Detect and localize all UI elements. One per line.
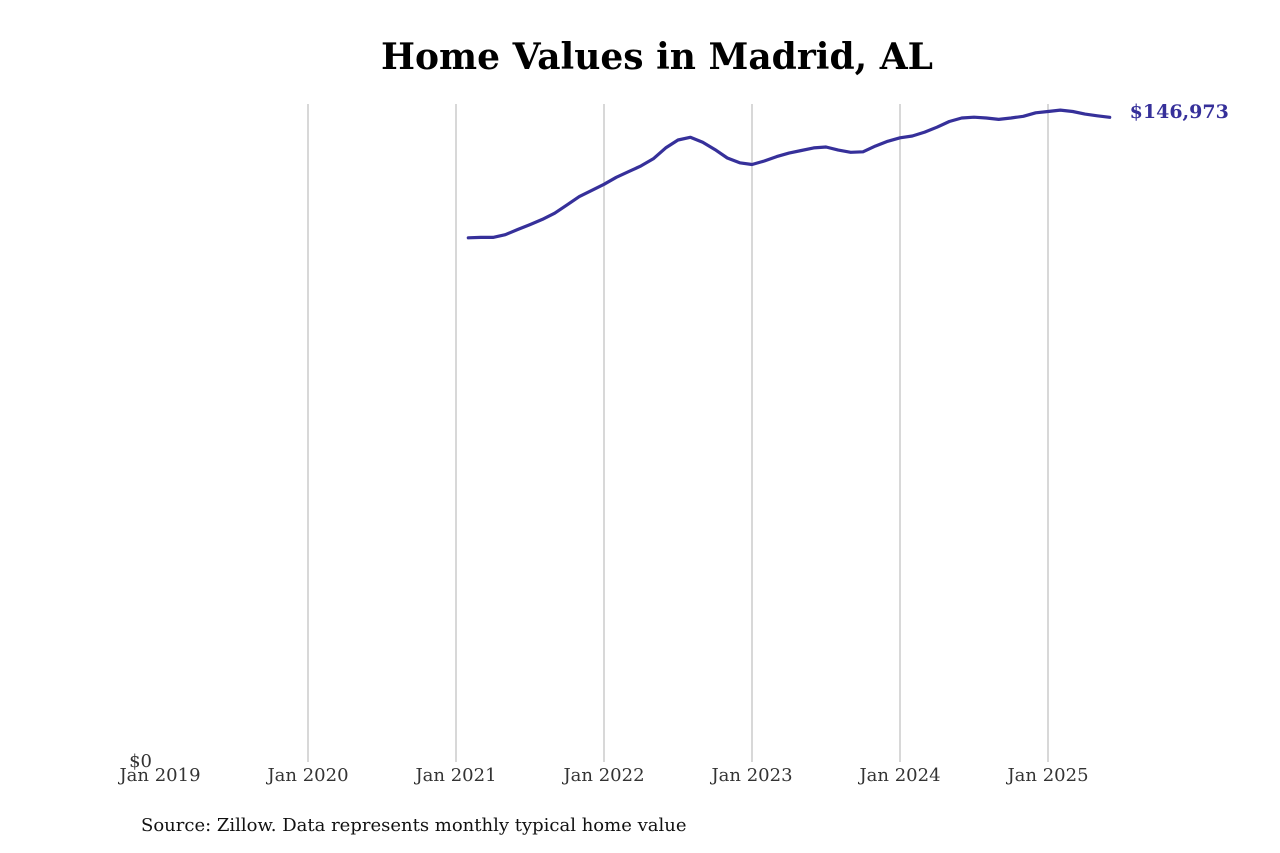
source-note: Source: Zillow. Data represents monthly … [141, 815, 687, 836]
x-tick-label: Jan 2019 [117, 765, 200, 786]
series-layer [466, 108, 1112, 240]
x-tick-label: Jan 2021 [413, 765, 496, 786]
x-tick-label: Jan 2024 [857, 765, 940, 786]
y-tick-label: $0 [129, 751, 152, 772]
x-tick-label: Jan 2022 [561, 765, 644, 786]
x-tick-label: Jan 2020 [265, 765, 348, 786]
series-line [466, 108, 1112, 240]
chart-title: Home Values in Madrid, AL [381, 36, 933, 78]
gridlines [307, 104, 1049, 762]
x-axis-tick-labels: Jan 2019 Jan 2020 Jan 2021 Jan 2022 Jan 2023… [117, 765, 1088, 786]
end-value-label: $146,973 [1130, 101, 1229, 123]
y-axis-tick-labels: $0 [129, 751, 152, 772]
x-tick-label: Jan 2023 [709, 765, 792, 786]
end-label-layer: $146,973 [1130, 101, 1229, 123]
x-tick-label: Jan 2025 [1005, 765, 1088, 786]
